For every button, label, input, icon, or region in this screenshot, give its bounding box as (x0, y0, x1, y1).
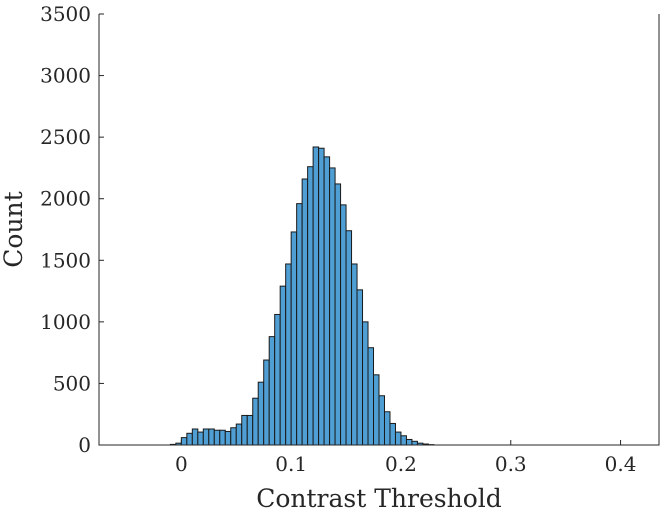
histogram-bar (197, 431, 204, 446)
histogram-bar (208, 428, 215, 446)
y-tick-label: 2500 (40, 125, 91, 149)
histogram-bar (389, 422, 396, 446)
y-tick-label: 500 (53, 371, 91, 395)
histogram-bar (263, 359, 270, 446)
histogram-bar (290, 231, 298, 446)
histogram-bar (296, 203, 303, 446)
histogram-bar (274, 313, 281, 446)
histogram-bar (345, 230, 353, 446)
x-tick-label: 0.4 (605, 452, 637, 476)
histogram-bar (257, 381, 265, 446)
histogram-bar (405, 438, 413, 446)
histogram-bar (411, 440, 418, 446)
histogram-bar (301, 178, 309, 446)
histogram-bar (394, 431, 402, 446)
histogram-bar (252, 397, 259, 446)
histogram-bar (334, 183, 342, 446)
histogram-bar (383, 411, 391, 446)
histogram-bar (356, 289, 364, 446)
histogram-bar (213, 429, 221, 446)
y-axis-ticks: 0 500 1000 1500 2000 2500 3000 3500 (40, 2, 104, 457)
histogram-bar (241, 414, 248, 446)
y-tick-label: 3500 (40, 2, 91, 26)
axis-frame (98, 14, 660, 446)
histogram-bar (268, 336, 276, 446)
histogram-bar (230, 427, 237, 446)
histogram-bar (219, 429, 226, 446)
y-tick-label: 0 (78, 433, 91, 457)
y-tick-label: 1000 (40, 310, 91, 334)
histogram-bar (246, 414, 254, 446)
x-tick-label: 0.3 (495, 452, 527, 476)
histogram-bar (362, 321, 369, 446)
x-tick-label: 0.1 (275, 452, 307, 476)
x-tick-label: 0 (175, 452, 188, 476)
histogram-bar (307, 166, 314, 446)
histogram-bars (169, 146, 435, 446)
histogram-bar (191, 428, 199, 446)
histogram-bar (279, 285, 287, 446)
histogram-bar (202, 428, 210, 446)
histogram-bar (186, 432, 193, 446)
histogram-bar (340, 204, 347, 446)
histogram-bar (367, 347, 375, 446)
histogram-bar (318, 147, 325, 446)
histogram-bar (351, 263, 358, 446)
histogram-bar (378, 395, 385, 446)
histogram-bar (312, 146, 320, 446)
histogram-bar (400, 435, 407, 446)
histogram-bar (329, 167, 336, 446)
histogram-bar (180, 437, 188, 446)
histogram-bar (373, 374, 380, 446)
x-axis-ticks: 0 0.1 0.2 0.3 0.4 (175, 440, 636, 476)
x-axis-title: Contrast Threshold (256, 484, 502, 513)
y-tick-label: 2000 (40, 187, 91, 211)
y-tick-label: 3000 (40, 64, 91, 88)
y-axis-title: Count (0, 191, 28, 267)
histogram-bar (323, 156, 331, 446)
y-tick-label: 1500 (40, 248, 91, 272)
x-tick-label: 0.2 (385, 452, 417, 476)
histogram-bar (285, 263, 292, 446)
histogram-bar (235, 423, 243, 446)
histogram-bar (224, 430, 232, 446)
